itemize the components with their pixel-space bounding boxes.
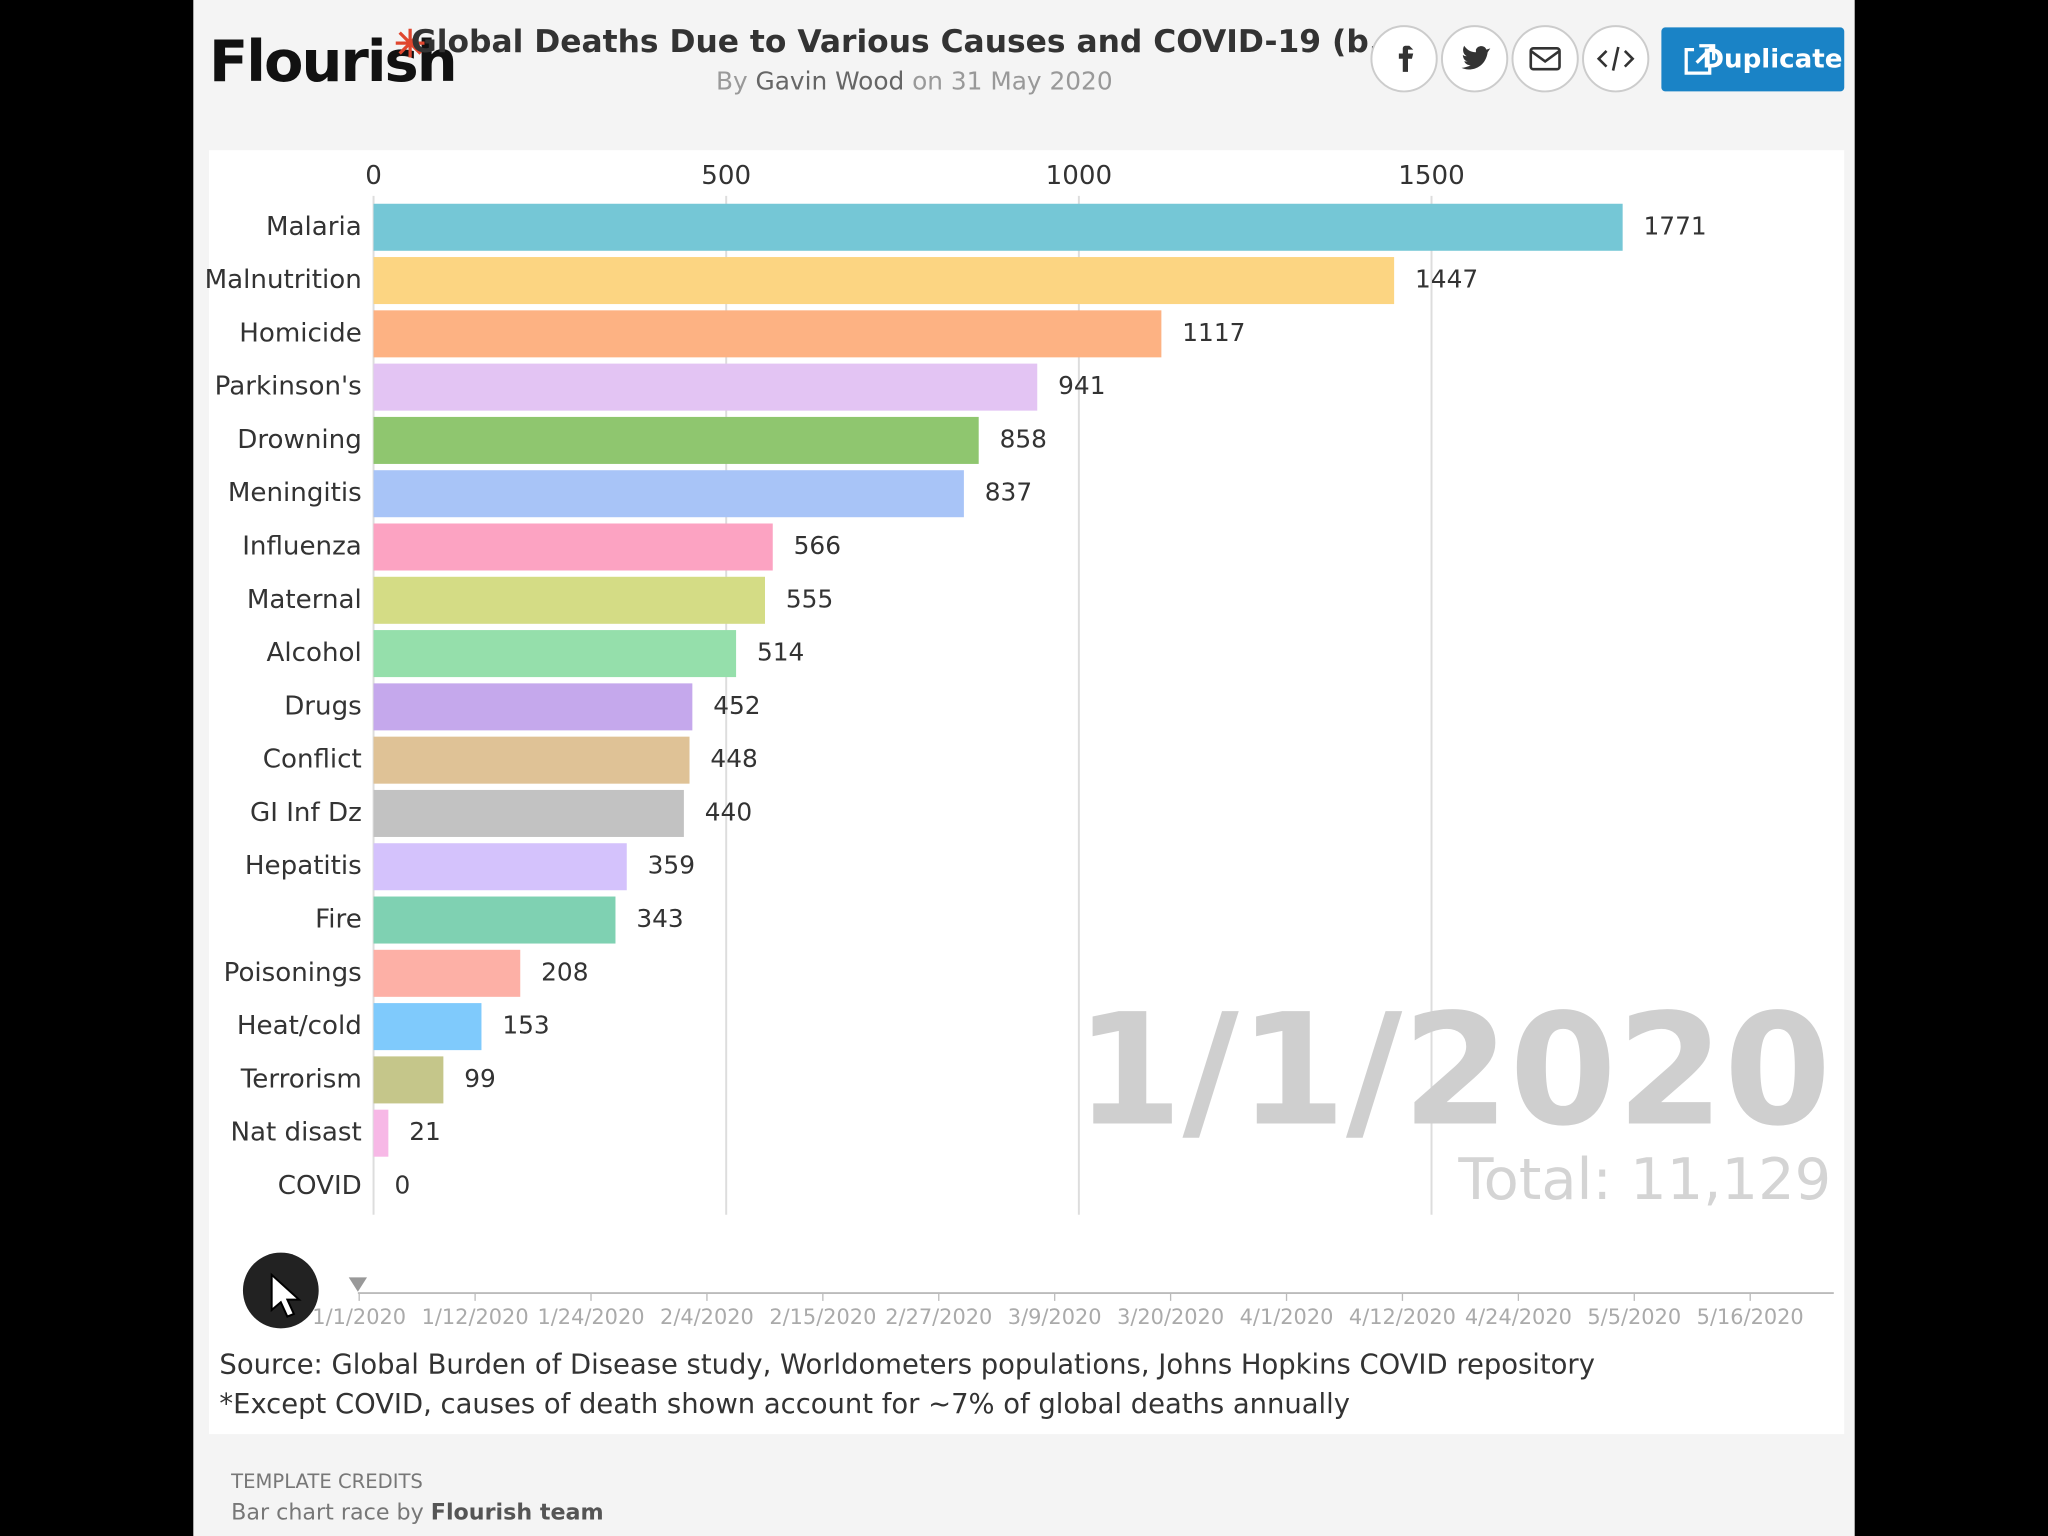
value-label: 1447 xyxy=(1415,265,1478,294)
byline: By Gavin Wood on 31 May 2020 xyxy=(716,66,1113,95)
timeline-label: 4/1/2020 xyxy=(1240,1305,1334,1329)
credits-prefix: Bar chart race by xyxy=(231,1499,424,1525)
byline-prefix: By xyxy=(716,66,748,95)
timeline-label: 1/24/2020 xyxy=(537,1305,644,1329)
timeline-label: 5/16/2020 xyxy=(1697,1305,1804,1329)
bar xyxy=(373,1056,444,1104)
value-label: 440 xyxy=(705,797,752,826)
title: Global Deaths Due to Various Causes and … xyxy=(411,24,1404,60)
value-label: 448 xyxy=(710,744,757,773)
value-label: 1771 xyxy=(1644,211,1707,240)
share-icons xyxy=(1398,45,1635,72)
value-label: 514 xyxy=(757,638,804,667)
x-tick-label: 0 xyxy=(365,161,382,191)
bar xyxy=(373,843,627,891)
bar xyxy=(373,203,1623,251)
category-label: Conflict xyxy=(263,745,362,775)
category-label: Alcohol xyxy=(267,638,362,668)
timeline-handle[interactable] xyxy=(348,1277,368,1292)
date-overlay: 1/1/2020 xyxy=(1075,981,1831,1160)
duplicate-button[interactable] xyxy=(1661,27,1845,92)
bar xyxy=(373,310,1162,358)
value-label: 153 xyxy=(502,1011,549,1040)
value-label: 1117 xyxy=(1182,318,1245,347)
bar xyxy=(373,949,521,997)
duplicate-label[interactable]: Duplicate xyxy=(1702,45,1842,75)
category-label: Parkinson's xyxy=(215,372,362,402)
bar xyxy=(373,416,979,464)
bar xyxy=(373,1003,482,1051)
category-label: Meningitis xyxy=(228,478,362,508)
category-label: Influenza xyxy=(242,532,362,562)
value-label: 99 xyxy=(464,1064,496,1093)
value-label: 941 xyxy=(1058,371,1105,400)
category-label: Drowning xyxy=(237,425,362,455)
category-label: Fire xyxy=(315,905,362,935)
category-label: Homicide xyxy=(239,318,362,348)
date: on 31 May 2020 xyxy=(912,66,1112,95)
timeline-label: 3/20/2020 xyxy=(1117,1305,1224,1329)
bar xyxy=(373,470,964,518)
timeline-label: 2/27/2020 xyxy=(885,1305,992,1329)
bar xyxy=(373,789,684,837)
bar xyxy=(373,630,737,678)
note: *Except COVID, causes of death shown acc… xyxy=(219,1389,1350,1420)
category-label: Malaria xyxy=(266,212,362,242)
category-label: COVID xyxy=(278,1171,362,1201)
timeline: 1/1/2020 1/12/2020 1/24/2020 2/4/2020 2/15/2… xyxy=(312,1293,1804,1329)
bar xyxy=(373,1109,389,1157)
timeline-label: 1/12/2020 xyxy=(422,1305,529,1329)
source: Source: Global Burden of Disease study, … xyxy=(219,1350,1595,1381)
x-tick-label: 500 xyxy=(701,161,751,191)
credits-heading: TEMPLATE CREDITS xyxy=(230,1470,423,1493)
timeline-label: 3/9/2020 xyxy=(1008,1305,1102,1329)
cursor xyxy=(270,1272,302,1318)
timeline-label: 1/1/2020 xyxy=(312,1305,406,1329)
value-label: 452 xyxy=(713,691,760,720)
category-label: Poisonings xyxy=(224,958,362,988)
bar xyxy=(373,523,773,571)
timeline-label: 2/15/2020 xyxy=(769,1305,876,1329)
timeline-label: 5/5/2020 xyxy=(1587,1305,1681,1329)
credits-author[interactable]: Flourish team xyxy=(431,1499,604,1525)
x-tick-label: 1000 xyxy=(1046,161,1112,191)
category-label: Terrorism xyxy=(240,1064,362,1094)
x-tick-label: 1500 xyxy=(1398,161,1464,191)
value-label: 21 xyxy=(409,1117,441,1146)
bar xyxy=(373,257,1395,305)
bar xyxy=(373,683,693,731)
value-label: 343 xyxy=(636,904,683,933)
duplicate-icon xyxy=(1684,44,1716,75)
value-label: 208 xyxy=(541,957,588,986)
value-label: 837 xyxy=(985,478,1032,507)
category-label: Maternal xyxy=(247,585,362,615)
total-overlay: Total: 11,129 xyxy=(1457,1146,1831,1213)
email-button[interactable] xyxy=(1511,25,1579,93)
value-label: 0 xyxy=(394,1170,410,1199)
value-label: 858 xyxy=(1000,424,1047,453)
bar xyxy=(373,896,616,944)
category-label: GI Inf Dz xyxy=(250,798,362,828)
category-label: Hepatitis xyxy=(245,851,362,881)
timeline-label: 4/12/2020 xyxy=(1349,1305,1456,1329)
bar xyxy=(373,363,1038,411)
timeline-label: 2/4/2020 xyxy=(660,1305,754,1329)
category-label: Heat/cold xyxy=(237,1011,362,1041)
timeline-label: 4/24/2020 xyxy=(1465,1305,1572,1329)
category-label: Nat disast xyxy=(230,1118,361,1148)
value-label: 566 xyxy=(794,531,841,560)
category-label: Malnutrition xyxy=(205,265,362,295)
author[interactable]: Gavin Wood xyxy=(756,66,905,95)
logo-star xyxy=(395,28,425,58)
category-label: Drugs xyxy=(284,691,362,721)
bar xyxy=(373,576,765,624)
value-label: 555 xyxy=(786,584,833,613)
value-label: 359 xyxy=(648,851,695,880)
credits: Bar chart race by Flourish team xyxy=(231,1499,603,1525)
bar xyxy=(373,736,690,784)
